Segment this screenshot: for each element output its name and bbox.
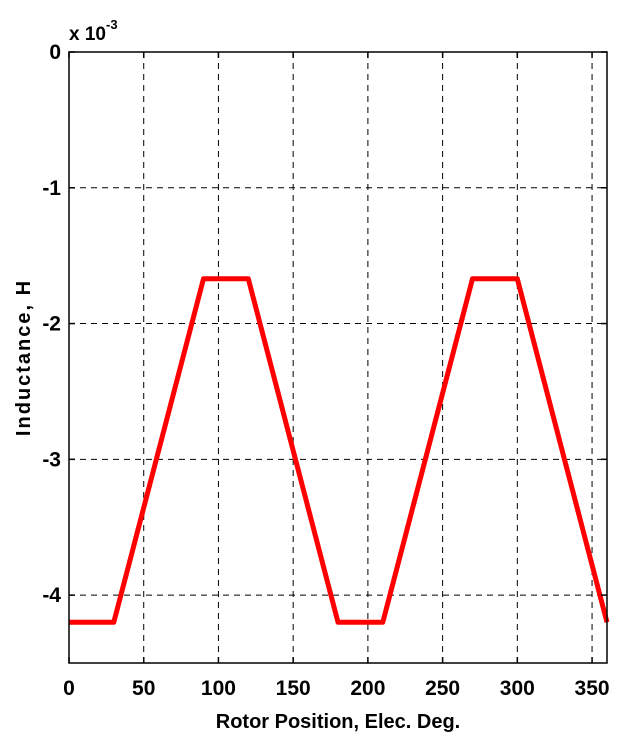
x-tick-label: 0: [63, 677, 75, 700]
y-axis-multiplier: x 10-3: [69, 17, 118, 45]
x-tick-label: 200: [350, 677, 385, 700]
x-tick-label: 100: [201, 677, 236, 700]
y-axis-label: Inductance, H: [13, 279, 35, 436]
x-tick-label: 300: [500, 677, 535, 700]
tick-marks: [68, 51, 607, 663]
y-tick-labels: 0 -1 -2 -3 -4: [42, 41, 61, 607]
y-axis-multiplier-base: x 10: [69, 24, 106, 45]
x-axis-label: Rotor Position, Elec. Deg.: [216, 711, 460, 733]
series-line-0: [69, 276, 610, 625]
y-tick-label: -3: [42, 448, 61, 471]
y-tick-label: 0: [49, 41, 61, 64]
x-tick-label: 150: [276, 677, 311, 700]
series-layer: [69, 276, 610, 625]
y-axis-multiplier-exponent: -3: [106, 17, 118, 32]
y-tick-label: -4: [42, 584, 61, 607]
y-tick-label: -1: [42, 177, 61, 200]
x-tick-label: 350: [575, 677, 610, 700]
grid-lines: [69, 52, 607, 663]
x-tick-label: 250: [425, 677, 460, 700]
x-tick-labels: 0 50 100 150 200 250 300 350: [63, 677, 609, 700]
plot-area-frame: [68, 51, 608, 664]
y-tick-label: -2: [42, 313, 61, 336]
x-tick-label: 50: [132, 677, 155, 700]
